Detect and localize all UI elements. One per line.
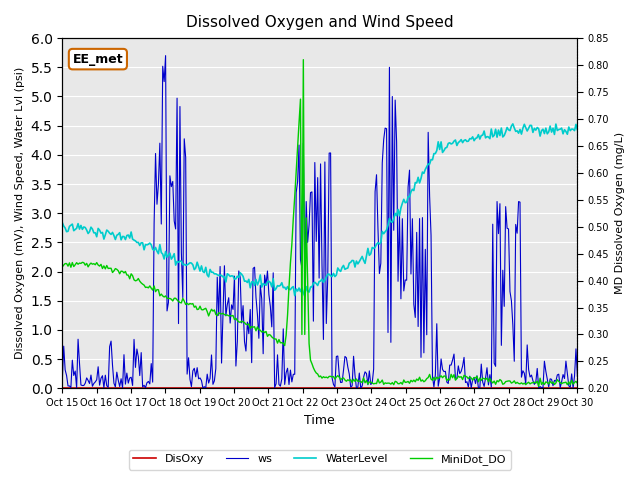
WaterLevel	[212, 271, 220, 276]
DisOxy	[573, 385, 581, 391]
MiniDot_DO	[238, 318, 246, 324]
MiniDot_DO	[212, 312, 220, 317]
Text: EE_met: EE_met	[72, 53, 124, 66]
WaterLevel	[122, 237, 129, 242]
ws	[122, 381, 129, 387]
ws	[162, 53, 170, 59]
ws	[239, 303, 247, 309]
MiniDot_DO	[548, 380, 556, 386]
Legend: DisOxy, ws, WaterLevel, MiniDot_DO: DisOxy, ws, WaterLevel, MiniDot_DO	[129, 450, 511, 469]
Title: Dissolved Oxygen and Wind Speed: Dissolved Oxygen and Wind Speed	[186, 15, 454, 30]
DisOxy	[284, 385, 291, 391]
ws	[573, 373, 581, 379]
WaterLevel	[284, 284, 291, 289]
DisOxy	[212, 385, 220, 391]
DisOxy	[58, 385, 66, 391]
WaterLevel	[229, 273, 237, 279]
Line: MiniDot_DO: MiniDot_DO	[62, 60, 577, 386]
DisOxy	[238, 385, 246, 391]
DisOxy	[229, 385, 237, 391]
WaterLevel	[573, 127, 581, 132]
ws	[548, 376, 556, 382]
ws	[285, 382, 293, 387]
WaterLevel	[509, 121, 516, 127]
Line: WaterLevel: WaterLevel	[62, 124, 577, 296]
DisOxy	[545, 385, 552, 391]
X-axis label: Time: Time	[305, 414, 335, 427]
MiniDot_DO	[58, 264, 66, 270]
WaterLevel	[548, 129, 556, 135]
MiniDot_DO	[122, 269, 129, 275]
WaterLevel	[238, 271, 246, 277]
MiniDot_DO	[573, 381, 581, 386]
ws	[213, 274, 221, 280]
Line: ws: ws	[62, 56, 577, 388]
MiniDot_DO	[535, 384, 543, 389]
ws	[230, 273, 238, 279]
MiniDot_DO	[300, 57, 307, 62]
MiniDot_DO	[229, 312, 237, 318]
Y-axis label: MD Dissolved Oxygen (mg/L): MD Dissolved Oxygen (mg/L)	[615, 132, 625, 294]
ws	[357, 385, 365, 391]
ws	[58, 379, 66, 384]
WaterLevel	[58, 220, 66, 226]
MiniDot_DO	[284, 312, 291, 318]
DisOxy	[122, 385, 129, 391]
WaterLevel	[301, 293, 308, 299]
Y-axis label: Dissolved Oxygen (mV), Wind Speed, Water Lvl (psi): Dissolved Oxygen (mV), Wind Speed, Water…	[15, 67, 25, 360]
